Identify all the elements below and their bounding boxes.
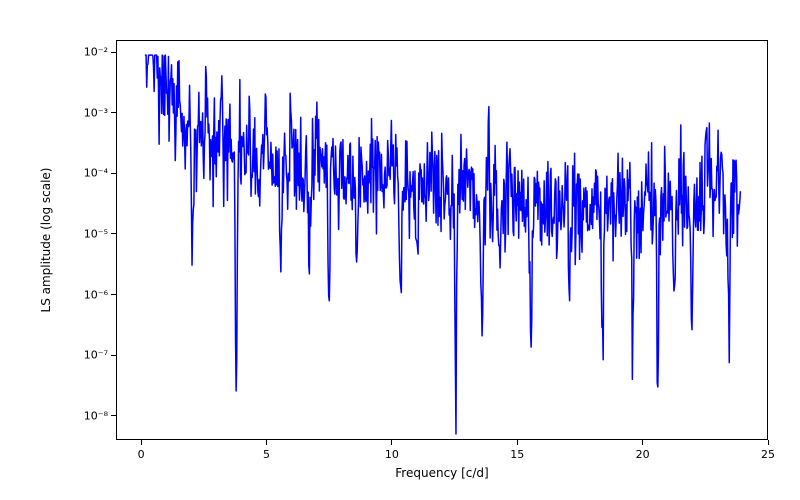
x-tick-mark [768, 440, 769, 445]
amplitude-trace [145, 55, 741, 434]
x-tick-label: 20 [636, 448, 650, 461]
x-tick-mark [141, 440, 142, 445]
y-tick-mark [111, 112, 116, 113]
y-tick-mark [111, 233, 116, 234]
y-tick-label: 10⁻⁷ [84, 349, 108, 362]
x-tick-label: 10 [385, 448, 399, 461]
y-tick-mark [111, 173, 116, 174]
y-tick-label: 10⁻⁶ [84, 288, 108, 301]
x-tick-label: 25 [761, 448, 775, 461]
x-tick-label: 5 [263, 448, 270, 461]
y-tick-mark [111, 355, 116, 356]
x-tick-mark [266, 440, 267, 445]
y-tick-label: 10⁻⁸ [84, 409, 108, 422]
x-tick-label: 0 [138, 448, 145, 461]
x-tick-mark [391, 440, 392, 445]
y-tick-mark [111, 294, 116, 295]
y-tick-label: 10⁻³ [84, 106, 108, 119]
y-tick-mark [111, 52, 116, 53]
x-tick-mark [642, 440, 643, 445]
y-axis-label: LS amplitude (log scale) [39, 168, 53, 313]
periodogram-line [0, 0, 800, 500]
x-axis-label: Frequency [c/d] [395, 466, 488, 480]
x-tick-label: 15 [510, 448, 524, 461]
figure: LS amplitude (log scale) Frequency [c/d]… [0, 0, 800, 500]
y-tick-label: 10⁻⁴ [84, 167, 108, 180]
y-tick-label: 10⁻⁵ [84, 227, 108, 240]
y-tick-mark [111, 415, 116, 416]
x-tick-mark [517, 440, 518, 445]
y-tick-label: 10⁻² [84, 46, 108, 59]
